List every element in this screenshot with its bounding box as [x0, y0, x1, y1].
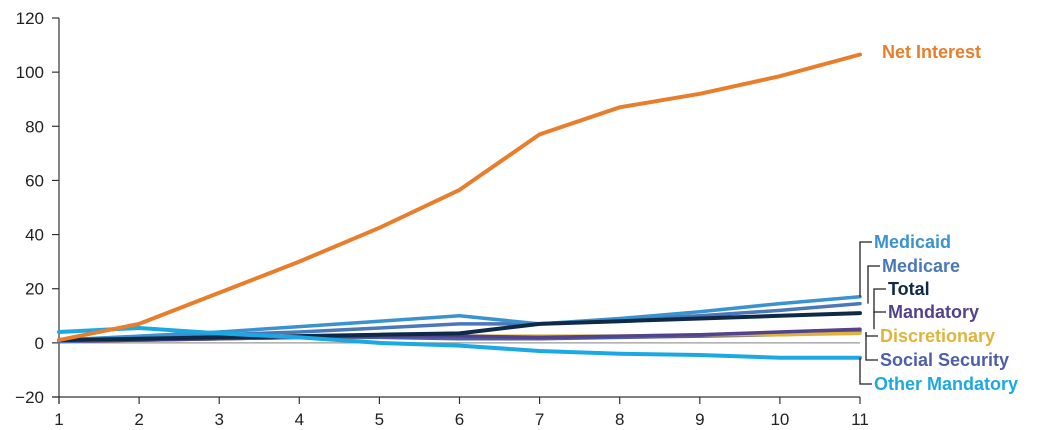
leader-line-medicare: [867, 265, 880, 304]
y-tick-label: 60: [25, 171, 44, 190]
series-label-discretionary: Discretionary: [880, 326, 995, 346]
x-tick-label: 5: [375, 410, 384, 429]
x-tick-label: 4: [295, 410, 304, 429]
series-label-mandatory: Mandatory: [888, 302, 979, 322]
series-line-net-interest: [57, 52, 862, 343]
series-line-total: [57, 311, 862, 343]
y-tick-label: 80: [25, 117, 44, 136]
x-tick-label: 11: [851, 410, 869, 429]
x-tick-label: 6: [455, 410, 464, 429]
series-label-medicare: Medicare: [882, 256, 960, 276]
series-label-social-security: Social Security: [880, 350, 1009, 370]
leader-line-medicaid: [859, 241, 872, 297]
leader-line-total: [873, 288, 886, 314]
x-tick-label: 7: [535, 410, 544, 429]
series-label-net-interest: Net Interest: [882, 42, 981, 62]
leader-line-discretionary: [865, 333, 878, 337]
y-tick-label: 100: [16, 63, 44, 82]
series-lines: [57, 52, 862, 360]
x-tick-label: 2: [134, 410, 143, 429]
series-line-other-mandatory: [57, 326, 862, 360]
x-tick-label: 9: [695, 410, 704, 429]
series-label-total: Total: [888, 279, 930, 299]
series-label-other-mandatory: Other Mandatory: [874, 374, 1018, 394]
y-tick-label: 40: [25, 226, 44, 245]
x-tick-label: 10: [770, 410, 789, 429]
tick-labels: 120 100 80 60 40 20 0 −20 1 2 3 4 5 6 7 8 9 10 11: [15, 9, 869, 429]
y-tick-label: 120: [16, 9, 44, 28]
x-tick-label: 8: [615, 410, 624, 429]
x-tick-label: 1: [54, 410, 63, 429]
label-leader-lines: [859, 241, 886, 385]
series-label-medicaid: Medicaid: [874, 232, 951, 252]
series-labels: Net Interest Medicaid Medicare Total Mandato…: [874, 42, 1018, 394]
leader-line-other-mandatory: [859, 357, 872, 385]
y-tick-label: −20: [15, 388, 44, 407]
x-tick-label: 3: [214, 410, 223, 429]
y-tick-label: 20: [25, 280, 44, 299]
y-tick-label: 0: [35, 334, 44, 353]
leader-line-mandatory: [873, 311, 886, 330]
leader-line-social-security: [865, 332, 878, 361]
